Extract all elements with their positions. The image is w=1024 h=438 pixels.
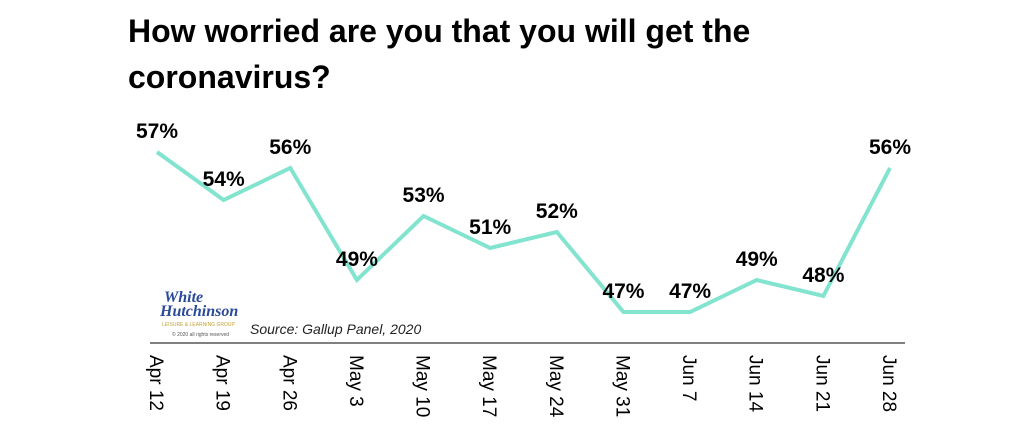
x-tick-label: May 31 xyxy=(611,355,632,417)
x-tick-label: Apr 26 xyxy=(278,355,299,411)
logo-name: Hutchinson xyxy=(159,303,238,320)
data-label: 52% xyxy=(536,200,578,223)
data-label: 49% xyxy=(736,248,778,271)
source: Source: Gallup Panel, 2020 xyxy=(250,321,421,337)
x-tick-label: Jun 21 xyxy=(811,355,832,412)
data-label: 53% xyxy=(403,184,445,207)
x-tick-label: Jun 7 xyxy=(678,355,699,401)
data-label: 56% xyxy=(869,136,911,159)
logo-tagline: LEISURE & LEARNING GROUP xyxy=(162,322,235,328)
data-label: 54% xyxy=(203,168,245,191)
data-label: 56% xyxy=(269,136,311,159)
data-label: 47% xyxy=(669,280,711,303)
logo: White Hutchinson LEISURE & LEARNING GROU… xyxy=(159,289,238,338)
x-tick-label: Jun 28 xyxy=(878,355,899,412)
line xyxy=(155,150,892,314)
logo-rights: © 2020 all rights reserved xyxy=(172,331,229,338)
x-tick-label: Apr 19 xyxy=(212,355,233,411)
data-label: 49% xyxy=(336,248,378,271)
data-label: 57% xyxy=(136,120,178,143)
x-tick-label: May 10 xyxy=(412,355,433,417)
x-tick-label: Apr 12 xyxy=(145,355,166,411)
x-tick-label: May 3 xyxy=(345,355,366,407)
data-label: 47% xyxy=(602,280,644,303)
x-tick-label: May 17 xyxy=(478,355,499,417)
logo-name: White xyxy=(164,289,203,306)
x-tick-label: Jun 14 xyxy=(745,355,766,412)
x-tick-label: May 24 xyxy=(545,355,566,418)
data-label: 48% xyxy=(802,264,844,287)
data-label: 51% xyxy=(469,216,511,239)
chart-title: How worried are you that you will get th… xyxy=(128,13,751,95)
